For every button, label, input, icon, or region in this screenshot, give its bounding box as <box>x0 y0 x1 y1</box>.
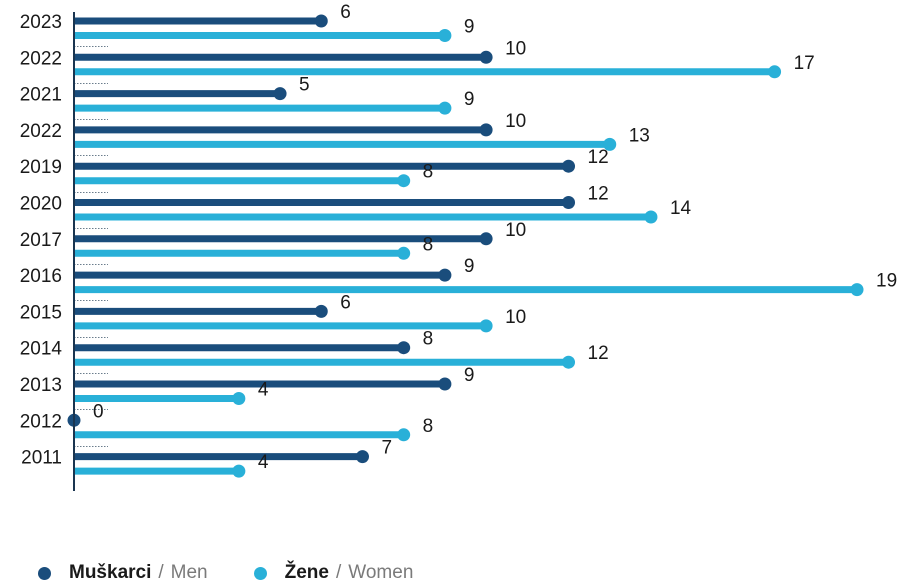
lollipop-chart: 2023 6 9 2022 10 17 2021 5 9 2022 10 13 2019 12 8 2020 1… <box>20 2 897 491</box>
legend: Muškarci / Men Žene / Women <box>38 561 459 585</box>
data-label: 10 <box>505 38 526 59</box>
y-tick-label: 2023 <box>20 12 62 33</box>
data-label: 13 <box>629 125 650 146</box>
data-label: 9 <box>464 17 475 38</box>
bar-dot <box>314 14 328 28</box>
legend-label-women-en: Women <box>348 562 414 583</box>
bar-dot <box>397 246 411 260</box>
bar-dot <box>603 137 617 151</box>
data-label: 14 <box>670 198 692 219</box>
y-tick-label: 2016 <box>20 266 62 287</box>
bar-dot <box>562 159 576 173</box>
legend-label-women-local: Žene <box>284 562 329 583</box>
bar-dot <box>479 50 493 64</box>
bar-dot <box>438 377 452 391</box>
y-tick-label: 2020 <box>20 194 62 215</box>
legend-separator: / <box>158 562 164 583</box>
y-tick-label: 2014 <box>20 339 63 360</box>
data-label: 10 <box>505 307 526 328</box>
bar-dot <box>850 283 864 297</box>
data-label: 10 <box>505 111 526 132</box>
bar-dot <box>479 232 493 246</box>
bar-dot <box>768 65 782 79</box>
legend-swatch-women <box>253 566 267 580</box>
bar-dot <box>562 355 576 369</box>
bar-dot <box>562 196 576 209</box>
bar-dot <box>438 101 452 115</box>
data-label: 5 <box>299 75 310 96</box>
y-tick-label: 2012 <box>20 411 62 432</box>
bar-dot <box>644 210 658 224</box>
bar-dot <box>397 428 411 442</box>
data-label: 8 <box>423 329 434 350</box>
bar-dot <box>397 341 411 355</box>
y-tick-label: 2022 <box>20 121 62 142</box>
data-label: 6 <box>340 292 351 313</box>
data-label: 19 <box>876 271 897 292</box>
legend-label-men-local: Muškarci <box>69 562 152 583</box>
legend-item-women: Žene / Women <box>253 562 414 584</box>
y-tick-label: 2017 <box>20 230 62 251</box>
y-tick-label: 2011 <box>21 448 62 469</box>
data-label: 8 <box>423 234 434 255</box>
data-label: 0 <box>93 401 104 422</box>
data-label: 12 <box>588 147 609 168</box>
data-label: 9 <box>464 365 475 386</box>
bar-dot <box>273 87 287 101</box>
data-label: 17 <box>794 53 815 74</box>
y-tick-label: 2019 <box>20 157 62 178</box>
bar-dot <box>314 304 328 318</box>
bar-dot <box>438 29 452 42</box>
data-label: 8 <box>423 162 434 183</box>
data-label: 9 <box>464 256 475 277</box>
bar-dot <box>232 464 246 478</box>
bar-dot <box>232 392 246 405</box>
data-label: 4 <box>258 452 269 473</box>
y-tick-label: 2021 <box>20 85 62 106</box>
bar-dot <box>397 174 411 188</box>
bar-dot <box>479 123 493 137</box>
data-label: 8 <box>423 416 434 437</box>
data-label: 12 <box>588 184 609 205</box>
data-label: 7 <box>381 438 392 459</box>
y-tick-label: 2015 <box>20 302 62 323</box>
data-label: 9 <box>464 89 475 110</box>
y-tick-label: 2022 <box>20 48 62 69</box>
legend-swatch-men <box>38 566 51 580</box>
data-label: 12 <box>588 343 609 364</box>
data-label: 10 <box>505 220 526 241</box>
bar-dot <box>355 450 369 464</box>
legend-separator: / <box>335 562 342 583</box>
data-label: 4 <box>258 380 269 401</box>
bar-dot <box>479 319 493 333</box>
legend-item-men: Muškarci / Men <box>38 562 208 584</box>
bar-dot <box>438 268 452 282</box>
legend-label-men-en: Men <box>170 562 208 583</box>
data-label: 6 <box>340 2 351 23</box>
y-tick-label: 2013 <box>20 375 62 396</box>
